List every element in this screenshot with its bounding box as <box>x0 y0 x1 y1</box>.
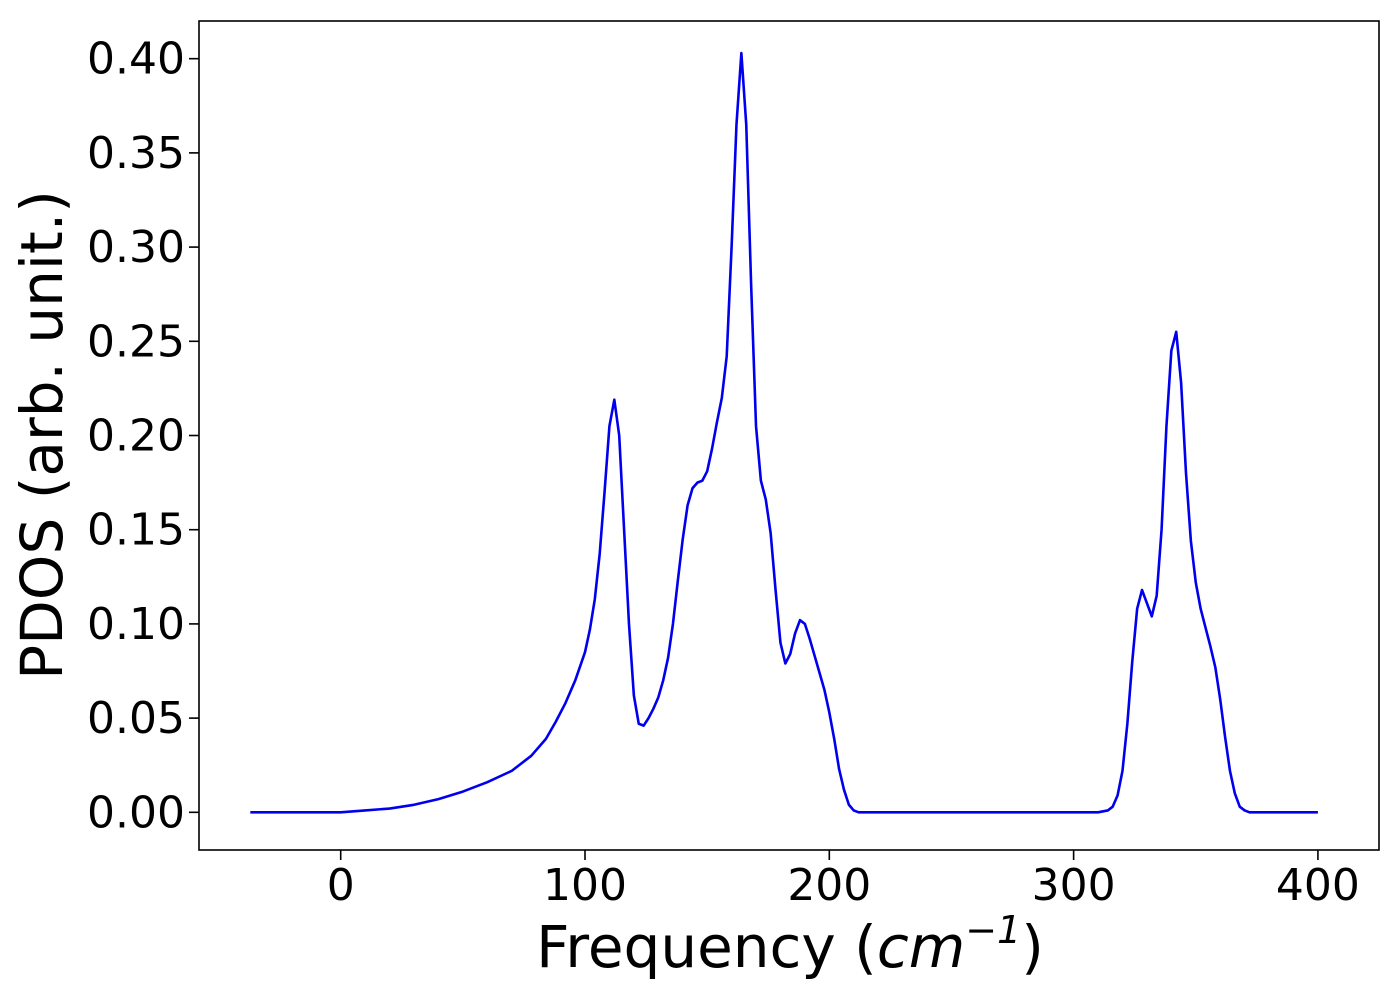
y-tick-label: 0.10 <box>87 599 185 650</box>
x-axis-label-unit: cm <box>877 913 965 981</box>
series-layer <box>250 51 1318 814</box>
x-tick-label: 300 <box>1032 860 1116 911</box>
x-tick-label: 200 <box>787 860 871 911</box>
y-tick-label: 0.00 <box>87 787 185 838</box>
y-tick-label: 0.15 <box>87 505 185 556</box>
pdos-series-line <box>250 51 1318 814</box>
x-axis-label-suffix: ) <box>1021 913 1044 981</box>
x-axis-label-prefix: Frequency ( <box>536 913 877 981</box>
x-tick-label: 0 <box>327 860 355 911</box>
plot-area <box>198 20 1380 851</box>
y-axis-label: PDOS (arb. unit.) <box>8 190 76 680</box>
y-tick-label: 0.05 <box>87 693 185 744</box>
y-tick-label: 0.20 <box>87 411 185 462</box>
x-axis-ticks: 0 100 200 300 400 <box>327 850 1360 911</box>
y-tick-label: 0.40 <box>87 34 185 85</box>
y-axis-ticks: 0.00 0.05 0.10 0.15 0.20 0.25 0.30 0.35 0.40 <box>87 34 199 838</box>
x-tick-label: 100 <box>543 860 627 911</box>
x-axis-label: Frequency (cm−1) <box>536 908 1044 981</box>
y-tick-label: 0.25 <box>87 316 185 367</box>
x-axis-label-exponent: −1 <box>965 908 1021 952</box>
x-tick-label: 400 <box>1276 860 1360 911</box>
y-tick-label: 0.30 <box>87 222 185 273</box>
y-tick-label: 0.35 <box>87 128 185 179</box>
